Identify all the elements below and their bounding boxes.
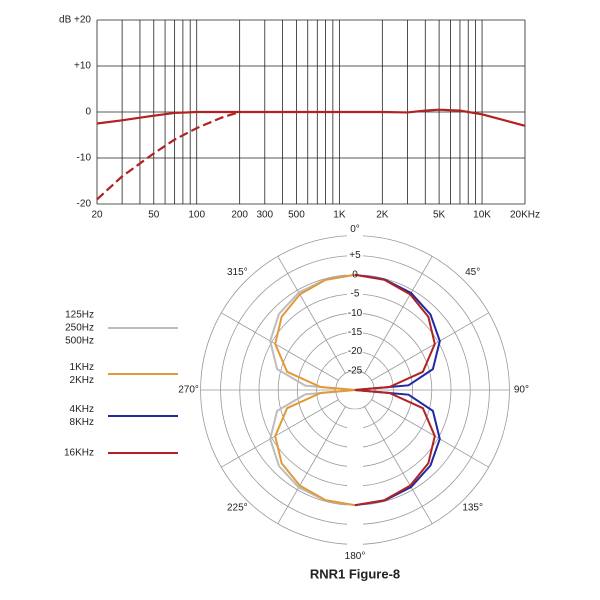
r-tick-label: 0 xyxy=(352,269,358,280)
x-tick-label: 5K xyxy=(433,210,446,221)
x-tick-label: 300 xyxy=(256,210,273,221)
angle-label: 45° xyxy=(465,267,480,278)
y-tick-label: -10 xyxy=(77,153,92,164)
axis-gap xyxy=(347,409,363,547)
r-tick-label: +5 xyxy=(349,250,361,261)
x-tick-label: 100 xyxy=(188,210,205,221)
spoke xyxy=(221,312,339,381)
spoke xyxy=(371,312,489,381)
chart-title: RNR1 Figure-8 xyxy=(310,566,400,581)
legend-label: 250Hz xyxy=(65,323,94,334)
y-tick-label: 0 xyxy=(85,107,91,118)
x-tick-label: 2K xyxy=(376,210,389,221)
x-tick-label: 50 xyxy=(148,210,160,221)
spoke xyxy=(364,256,433,374)
angle-label: 270° xyxy=(178,385,199,396)
y-tick-label: -20 xyxy=(77,199,92,210)
spoke xyxy=(371,399,489,468)
r-tick-label: -5 xyxy=(351,289,360,300)
legend-label: 1KHz xyxy=(70,362,94,373)
x-tick-label: 200 xyxy=(231,210,248,221)
spoke xyxy=(277,256,346,374)
x-tick-label: 20 xyxy=(91,210,103,221)
spoke xyxy=(221,399,339,468)
line-series xyxy=(96,108,526,127)
legend-label: 4KHz xyxy=(70,404,94,415)
r-tick-label: -25 xyxy=(348,365,363,376)
x-tick-label: 20KHz xyxy=(510,210,540,221)
angle-label: 90° xyxy=(514,385,529,396)
legend-label: 16KHz xyxy=(64,448,94,459)
legend-label: 8KHz xyxy=(70,417,94,428)
x-tick-label: 1K xyxy=(333,210,346,221)
legend-label: 125Hz xyxy=(65,310,94,321)
angle-label: 180° xyxy=(345,551,366,562)
angle-label: 0° xyxy=(350,224,360,235)
x-tick-label: 10K xyxy=(473,210,491,221)
spoke xyxy=(364,406,433,524)
r-tick-label: -15 xyxy=(348,327,363,338)
y-tick-label: dB +20 xyxy=(59,15,91,26)
r-tick-label: -10 xyxy=(348,308,363,319)
legend-label: 2KHz xyxy=(70,375,94,386)
angle-label: 225° xyxy=(227,502,248,513)
angle-label: 135° xyxy=(462,502,483,513)
y-tick-label: +10 xyxy=(74,61,91,72)
legend-label: 500Hz xyxy=(65,336,94,347)
x-tick-label: 500 xyxy=(288,210,305,221)
axis-gap xyxy=(347,233,363,371)
angle-label: 315° xyxy=(227,267,248,278)
line-series xyxy=(96,110,240,201)
spoke xyxy=(277,406,346,524)
r-tick-label: -20 xyxy=(348,346,363,357)
polar-series xyxy=(354,273,436,507)
